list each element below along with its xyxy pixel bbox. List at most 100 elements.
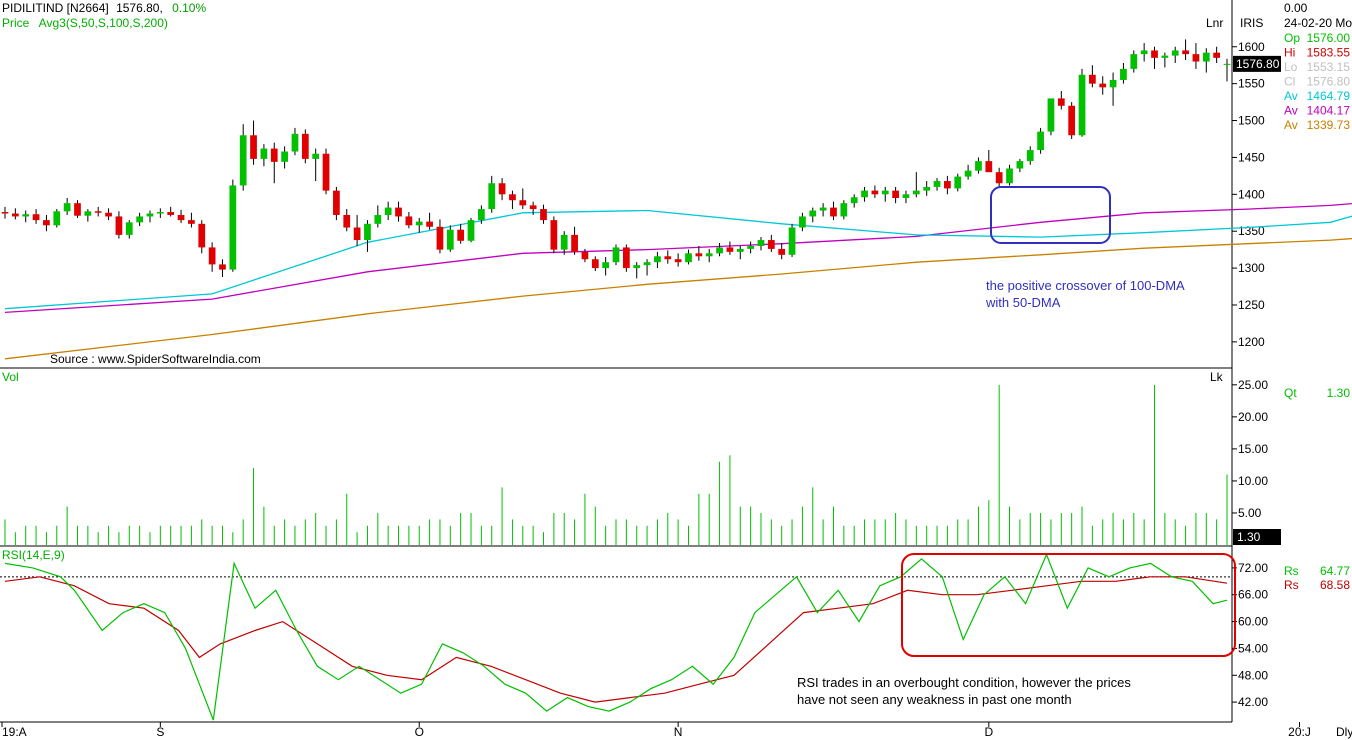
- price-y-tick-label: 1400: [1238, 187, 1265, 201]
- candle-body: [1182, 50, 1189, 55]
- volume-y-tick-label: 15.00: [1238, 442, 1268, 456]
- period-label: Dly: [1336, 725, 1352, 739]
- volume-panel: 5.00 10.00 15.00 20.00 25.00 1.30 Qt 1.30: [4, 378, 1350, 545]
- candle-body: [105, 212, 112, 217]
- candle-body: [975, 161, 982, 171]
- candle-body: [985, 161, 993, 173]
- info-row-label: Lo: [1284, 60, 1298, 74]
- candle-body: [1047, 98, 1055, 132]
- candle-body: [353, 227, 361, 241]
- candle-body: [63, 203, 71, 212]
- info-row-value: 1583.55: [1307, 46, 1351, 60]
- candle-body: [156, 212, 164, 214]
- candle-body: [664, 256, 672, 260]
- candle-body: [208, 247, 216, 265]
- price-y-tick-label: 1450: [1238, 150, 1265, 164]
- crossover-highlight-box: [990, 186, 1111, 244]
- candle-body: [540, 209, 547, 221]
- info-top-value: 0.00: [1284, 1, 1308, 15]
- candle-body: [622, 247, 630, 269]
- rsi-info-value: 64.77: [1320, 564, 1350, 578]
- candle-body: [685, 253, 692, 263]
- volume-tag-bg: [1233, 529, 1281, 545]
- candle-body: [571, 234, 578, 252]
- candle-body: [1006, 168, 1013, 184]
- candle-body: [167, 212, 175, 215]
- info-row-label: Cl: [1284, 75, 1295, 89]
- candle-body: [467, 220, 475, 241]
- candle-body: [384, 207, 392, 215]
- candle-body: [270, 148, 278, 162]
- rsi-y-tick-label: 48.00: [1238, 668, 1268, 682]
- candle-body: [115, 216, 123, 235]
- crossover-annotation-line2: with 50-DMA: [985, 295, 1061, 310]
- ohlc-info-rows: Op 1576.00 Hi 1583.55 Lo 1553.15 Cl 1576.80 Av 14…: [1284, 31, 1350, 132]
- candle-body: [1130, 54, 1138, 69]
- candle-body: [1171, 50, 1179, 56]
- info-row-label: Op: [1284, 31, 1300, 45]
- rsi-annotation-line1: RSI trades in an overbought condition, h…: [797, 675, 1131, 690]
- info-row-value: 1576.00: [1307, 31, 1351, 45]
- candle-body: [374, 214, 382, 224]
- info-row-label: Hi: [1284, 46, 1295, 60]
- scale-mode-label: Lnr: [1206, 16, 1223, 30]
- price-panel: 1200125013001350140014501500155016001576…: [1, 39, 1352, 360]
- candle-body: [301, 133, 309, 159]
- rsi-info-label: Rs: [1284, 578, 1299, 592]
- last-price-label: 1576.80,: [116, 1, 163, 15]
- candle-body: [871, 190, 879, 195]
- candle-body: [198, 223, 206, 248]
- candle-body: [830, 207, 837, 217]
- candle-body: [291, 133, 299, 152]
- x-tick-label: S: [156, 725, 164, 739]
- x-tick-label: D: [984, 725, 993, 739]
- candle-body: [136, 216, 143, 223]
- candle-body: [509, 194, 516, 201]
- candle-body: [457, 229, 465, 241]
- candle-body: [581, 251, 589, 260]
- candle-body: [747, 245, 754, 249]
- candle-body: [1223, 63, 1231, 65]
- price-y-tick-label: 1200: [1238, 335, 1265, 349]
- volume-qt-label: Qt: [1284, 386, 1297, 400]
- candle-body: [1089, 74, 1096, 84]
- candle-body: [229, 185, 237, 270]
- candle-body: [809, 210, 817, 217]
- rsi-y-tick-label: 66.00: [1238, 588, 1268, 602]
- info-row-label: Av: [1284, 118, 1298, 132]
- candle-body: [736, 248, 744, 252]
- volume-y-tick-label: 5.00: [1238, 506, 1262, 520]
- candle-body: [1161, 55, 1169, 58]
- candle-body: [560, 234, 568, 250]
- info-row-value: 1576.80: [1307, 75, 1351, 89]
- candle-body: [478, 209, 485, 221]
- candle-body: [944, 181, 951, 189]
- rsi-y-tick-label: 54.00: [1238, 641, 1268, 655]
- candle-body: [861, 190, 868, 198]
- candle-body: [716, 247, 723, 254]
- rsi-signal-line: [4, 576, 1228, 703]
- ma100-line: [4, 203, 1352, 314]
- source-label: Source : www.SpiderSoftwareIndia.com: [50, 352, 261, 366]
- info-date: 24-02-20 Mo: [1284, 16, 1352, 30]
- candle-body: [643, 262, 651, 266]
- candle-body: [1151, 50, 1158, 58]
- candle-body: [260, 148, 268, 159]
- candle-body: [778, 248, 786, 255]
- info-row-value: 1404.17: [1307, 104, 1351, 118]
- candle-body: [1016, 161, 1024, 169]
- candle-body: [1120, 68, 1127, 80]
- candle-body: [239, 135, 247, 186]
- crossover-annotation-line1: the positive crossover of 100-DMA: [986, 278, 1185, 293]
- candle-body: [312, 153, 320, 159]
- candle-body: [11, 213, 19, 217]
- candle-body: [819, 207, 827, 211]
- rsi-y-tick-label: 42.00: [1238, 695, 1268, 709]
- change-label: 0.10%: [172, 1, 206, 15]
- info-row-value: 1464.79: [1307, 89, 1351, 103]
- candle-body: [612, 247, 620, 263]
- candle-body: [43, 220, 50, 226]
- candle-body: [415, 221, 423, 226]
- rsi-label: RSI(14,E,9): [2, 548, 65, 562]
